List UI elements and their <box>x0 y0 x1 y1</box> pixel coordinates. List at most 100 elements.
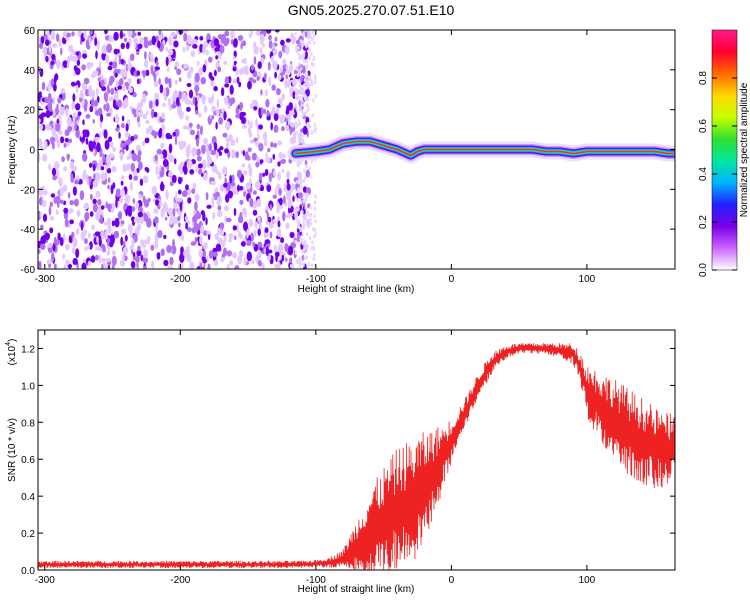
noise-speckle <box>302 65 306 74</box>
noise-speckle <box>286 196 291 201</box>
noise-speckle <box>158 77 161 85</box>
noise-speckle <box>83 30 87 39</box>
noise-speckle <box>300 178 304 183</box>
noise-speckle <box>111 255 117 266</box>
noise-speckle <box>152 99 156 109</box>
noise-speckle <box>108 107 113 115</box>
noise-speckle <box>39 196 43 206</box>
noise-speckle <box>300 249 304 254</box>
noise-speckle <box>310 221 313 226</box>
noise-speckle <box>126 84 129 90</box>
noise-speckle <box>296 206 300 212</box>
snr-multiplier: (x104) <box>5 339 18 366</box>
noise-speckle <box>137 211 144 218</box>
noise-speckle <box>121 115 125 122</box>
noise-speckle <box>197 212 202 220</box>
noise-speckle <box>148 100 153 110</box>
noise-speckle <box>90 255 96 263</box>
noise-speckle <box>205 217 208 226</box>
noise-speckle <box>150 108 155 119</box>
noise-speckle <box>313 41 316 46</box>
noise-speckle <box>145 69 150 77</box>
noise-speckle <box>213 259 219 267</box>
noise-speckle <box>39 243 46 250</box>
noise-speckle <box>186 253 192 263</box>
noise-speckle <box>128 223 133 233</box>
noise-speckle <box>308 124 312 129</box>
noise-speckle <box>269 204 272 210</box>
noise-speckle <box>141 140 146 147</box>
noise-speckle <box>38 118 41 124</box>
noise-speckle <box>92 163 96 172</box>
noise-speckle <box>73 198 79 207</box>
noise-speckle <box>233 60 237 65</box>
noise-speckle <box>208 250 214 259</box>
noise-speckle <box>243 57 247 65</box>
noise-speckle <box>119 151 124 161</box>
y-tick-label: 0.0 <box>21 566 35 577</box>
noise-speckle <box>42 213 48 222</box>
noise-speckle <box>104 140 110 150</box>
noise-speckle <box>295 217 298 222</box>
noise-speckle <box>113 31 119 41</box>
noise-speckle <box>287 116 291 126</box>
noise-speckle <box>79 190 85 201</box>
noise-speckle <box>199 43 204 53</box>
noise-speckle <box>110 141 114 149</box>
noise-speckle <box>160 142 165 149</box>
noise-speckle <box>261 185 264 191</box>
noise-speckle <box>300 109 304 114</box>
noise-speckle <box>215 121 218 130</box>
noise-speckle <box>272 219 276 224</box>
noise-speckle <box>143 212 147 219</box>
noise-speckle <box>211 164 218 173</box>
noise-speckle <box>274 36 278 42</box>
noise-speckle <box>182 30 189 33</box>
noise-speckle <box>177 176 182 185</box>
noise-speckle <box>112 147 117 152</box>
noise-speckle <box>75 228 80 236</box>
noise-speckle <box>294 31 297 36</box>
y-tick-label: 0.8 <box>21 418 35 429</box>
noise-speckle <box>56 118 60 125</box>
noise-speckle <box>301 53 305 58</box>
noise-speckle <box>153 80 159 88</box>
noise-speckle <box>39 42 44 49</box>
noise-speckle <box>236 223 239 233</box>
noise-speckle <box>273 244 277 253</box>
noise-speckle <box>60 47 63 56</box>
noise-speckle <box>67 192 71 199</box>
noise-speckle <box>65 259 70 266</box>
noise-speckle <box>300 66 303 71</box>
noise-speckle <box>49 201 53 208</box>
noise-speckle <box>211 93 215 103</box>
noise-speckle <box>179 252 185 263</box>
noise-speckle <box>308 47 311 51</box>
noise-speckle <box>186 106 191 112</box>
noise-speckle <box>100 243 106 250</box>
noise-speckle <box>136 154 141 163</box>
noise-speckle <box>201 144 206 155</box>
noise-speckle <box>273 113 279 122</box>
noise-speckle <box>307 224 310 229</box>
noise-speckle <box>95 87 99 97</box>
noise-speckle <box>106 43 112 53</box>
noise-speckle <box>217 66 221 73</box>
noise-speckle <box>211 115 215 120</box>
noise-speckle <box>271 106 276 115</box>
noise-speckle <box>105 257 111 263</box>
noise-speckle <box>56 59 61 69</box>
noise-speckle <box>84 238 88 245</box>
noise-speckle <box>270 55 274 63</box>
noise-speckle <box>303 111 306 116</box>
noise-speckle <box>156 252 161 260</box>
noise-speckle <box>213 86 218 92</box>
noise-speckle <box>220 87 225 97</box>
noise-speckle <box>162 158 169 168</box>
noise-speckle <box>241 163 246 168</box>
noise-speckle <box>248 132 253 138</box>
noise-speckle <box>189 129 195 136</box>
noise-speckle <box>203 105 208 113</box>
noise-speckle <box>94 136 100 143</box>
noise-speckle <box>313 206 317 211</box>
